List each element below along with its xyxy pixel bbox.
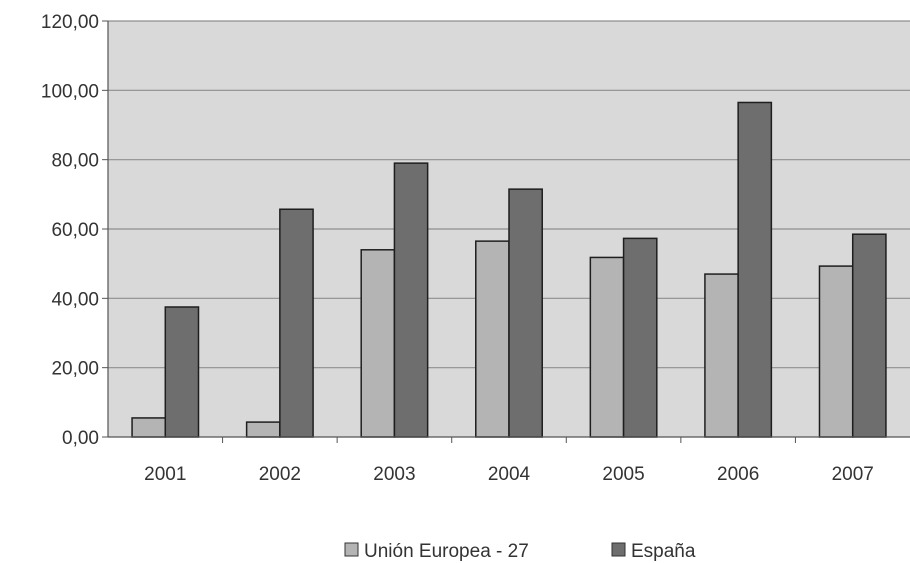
y-tick-label: 120,00	[41, 12, 99, 33]
bar-es-2004	[508, 188, 543, 438]
bar-eu-2006	[704, 273, 739, 438]
x-axis-ticks: 2001 2002 2003 2004 2005 2006 2007	[144, 437, 874, 485]
x-tick-label: 2007	[832, 464, 874, 485]
x-tick-label: 2004	[488, 464, 531, 485]
bar-es-2002	[279, 208, 314, 438]
y-axis-ticks: 0,00 20,00 40,00 60,00 80,00 100,00 120,00	[41, 12, 108, 449]
x-tick-label: 2003	[373, 464, 415, 485]
bar-es-2005	[622, 237, 658, 438]
bars	[131, 101, 887, 438]
bar-eu-2007	[818, 265, 854, 438]
legend-swatch-eu	[344, 542, 359, 557]
legend: Unión Europea - 27 España	[344, 541, 696, 562]
bar-es-2001	[164, 306, 200, 438]
y-tick-label: 40,00	[51, 289, 99, 310]
bar-eu-2002	[245, 421, 281, 438]
legend-label-eu: Unión Europea - 27	[364, 541, 529, 562]
y-tick-label: 20,00	[51, 359, 99, 380]
bar-es-2006	[737, 101, 773, 438]
legend-label-es: España	[631, 541, 696, 562]
bar-eu-2003	[360, 249, 396, 438]
x-tick-label: 2006	[717, 464, 759, 485]
x-tick-label: 2001	[144, 464, 186, 485]
bar-es-2007	[851, 233, 887, 438]
x-tick-label: 2005	[602, 464, 644, 485]
bar-eu-2005	[589, 256, 625, 438]
y-tick-label: 0,00	[62, 428, 99, 449]
bar-eu-2001	[131, 417, 167, 438]
bar-eu-2004	[475, 240, 510, 438]
bar-es-2003	[393, 162, 429, 438]
legend-swatch-es	[611, 542, 626, 557]
x-tick-label: 2002	[259, 464, 301, 485]
y-tick-label: 100,00	[41, 81, 99, 102]
y-tick-label: 80,00	[51, 151, 99, 172]
y-tick-label: 60,00	[51, 220, 99, 241]
